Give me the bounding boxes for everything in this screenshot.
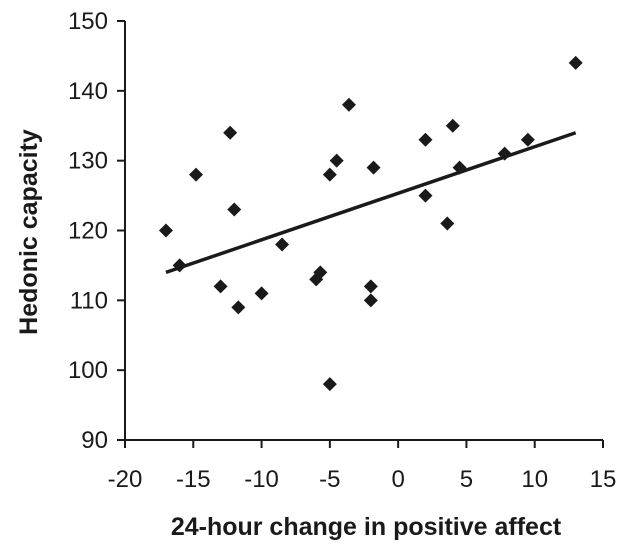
x-axis-title: 24-hour change in positive affect	[171, 513, 562, 541]
data-point	[366, 160, 381, 175]
y-tick-label: 90	[81, 427, 108, 454]
y-axis-title: Hedonic capacity	[15, 129, 43, 335]
data-point	[172, 258, 187, 273]
x-tick-label: -20	[108, 466, 143, 493]
trendline-layer	[165, 131, 577, 275]
data-point	[418, 188, 433, 203]
data-point	[418, 132, 433, 147]
data-point	[363, 293, 378, 308]
y-tick-label: 140	[68, 78, 108, 105]
x-tick-label: 0	[391, 466, 404, 493]
x-tick-label: -15	[176, 466, 211, 493]
y-tick-label: 100	[68, 357, 108, 384]
trendline	[165, 131, 577, 275]
data-point	[322, 167, 337, 182]
data-point	[329, 153, 344, 168]
x-tick-label: 5	[460, 466, 473, 493]
y-tick-label: 150	[68, 8, 108, 35]
data-point	[223, 125, 238, 140]
data-point	[231, 300, 246, 315]
x-tick-labels: -20 -15 -10 -5 0 5 10 15	[108, 466, 617, 493]
y-tick-label: 110	[70, 287, 108, 314]
data-point	[568, 55, 583, 70]
data-point	[213, 279, 228, 294]
x-tick-label: 10	[521, 466, 548, 493]
x-tick-label: -10	[244, 466, 279, 493]
x-tick-label: 15	[590, 466, 617, 493]
data-point	[363, 279, 378, 294]
x-tick-label: -5	[319, 466, 340, 493]
data-point	[158, 223, 173, 238]
data-point	[322, 377, 337, 392]
data-point	[341, 97, 356, 112]
data-point	[227, 202, 242, 217]
y-tick-label: 120	[68, 218, 108, 245]
axes	[117, 20, 604, 448]
data-point	[275, 237, 290, 252]
y-tick-labels: 90 100 110 120 130 140 150	[68, 8, 108, 454]
data-point	[313, 265, 328, 280]
data-point	[452, 160, 467, 175]
data-point	[497, 146, 512, 161]
y-tick-label: 130	[68, 148, 108, 175]
data-point	[440, 216, 455, 231]
data-point	[254, 286, 269, 301]
data-points	[158, 55, 583, 392]
data-point	[445, 118, 460, 133]
data-point	[189, 167, 204, 182]
data-point	[520, 132, 535, 147]
